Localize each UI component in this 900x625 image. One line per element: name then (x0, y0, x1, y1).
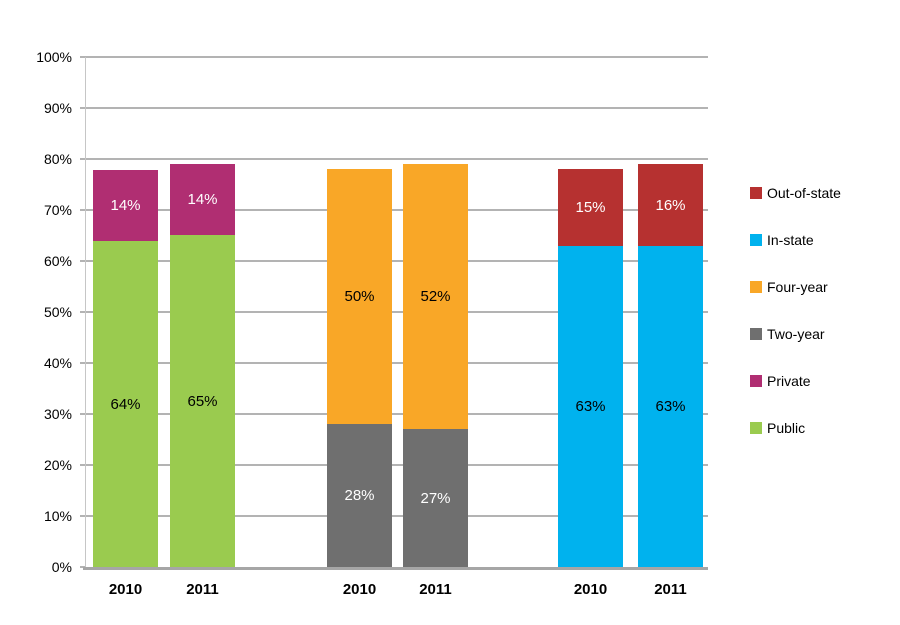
y-axis-tick-40 (80, 362, 85, 364)
segment-label: 28% (344, 487, 375, 504)
y-axis-label-40: 40% (43, 355, 72, 371)
y-axis-label-70: 70% (43, 202, 72, 218)
y-axis-tick-50 (80, 311, 85, 313)
y-axis-tick-0 (80, 566, 85, 568)
legend-item-public: Public (750, 420, 805, 436)
y-axis-label-80: 80% (43, 151, 72, 167)
bar-two-four-year-2011: 27% 52% (403, 164, 468, 567)
segment-label: 16% (655, 196, 686, 214)
gridline-70 (85, 209, 708, 211)
y-axis-tick-90 (80, 107, 85, 109)
y-axis-tick-80 (80, 158, 85, 160)
legend-swatch-icon (750, 375, 762, 387)
segment-label: 50% (344, 288, 375, 305)
y-axis-label-30: 30% (43, 406, 72, 422)
legend-swatch-icon (750, 422, 762, 434)
legend-label: Out-of-state (767, 185, 841, 201)
legend-label: Two-year (767, 326, 825, 342)
y-axis-label-60: 60% (43, 253, 72, 269)
bar-segment-out-of-state: 15% (558, 169, 623, 246)
bar-segment-two-year: 28% (327, 424, 392, 567)
gridline-100 (85, 56, 708, 58)
y-axis-label-0: 0% (51, 559, 72, 575)
gridline-90 (85, 107, 708, 109)
bar-in-out-state-2010: 63% 15% (558, 169, 623, 567)
legend-label: Private (767, 373, 811, 389)
segment-label: 64% (110, 395, 141, 413)
gridline-80 (85, 158, 708, 160)
legend-item-in-state: In-state (750, 232, 814, 248)
y-axis-label-20: 20% (43, 457, 72, 473)
legend-item-four-year: Four-year (750, 279, 828, 295)
gridline-30 (85, 413, 708, 415)
bar-segment-out-of-state: 16% (638, 164, 703, 246)
bar-segment-in-state: 63% (638, 246, 703, 567)
bar-segment-private: 14% (170, 164, 235, 235)
x-axis-label-1: 2011 (186, 581, 219, 598)
gridline-50 (85, 311, 708, 313)
legend-swatch-icon (750, 281, 762, 293)
segment-label: 27% (420, 489, 451, 507)
legend-item-out-of-state: Out-of-state (750, 185, 841, 201)
y-axis-tick-20 (80, 464, 85, 466)
legend-swatch-icon (750, 187, 762, 199)
y-axis-tick-70 (80, 209, 85, 211)
segment-label: 63% (575, 398, 606, 415)
y-axis-tick-30 (80, 413, 85, 415)
x-axis-label-0: 2010 (108, 581, 143, 598)
bar-segment-two-year: 27% (403, 429, 468, 567)
plot-left-border (85, 57, 86, 567)
gridline-40 (85, 362, 708, 364)
segment-label: 14% (110, 197, 141, 214)
y-axis-tick-10 (80, 515, 85, 517)
bar-segment-private: 14% (93, 170, 158, 241)
y-axis-label-90: 90% (43, 100, 72, 116)
bar-segment-four-year: 52% (403, 164, 468, 429)
x-axis-line (83, 567, 708, 570)
x-axis-label-4: 2010 (573, 581, 608, 598)
bar-segment-in-state: 63% (558, 246, 623, 567)
x-axis-label-3: 2011 (419, 581, 452, 598)
segment-label: 15% (575, 199, 606, 216)
gridline-20 (85, 464, 708, 466)
y-axis-tick-100 (80, 56, 85, 58)
bar-segment-four-year: 50% (327, 169, 392, 424)
gridline-10 (85, 515, 708, 517)
y-axis-tick-60 (80, 260, 85, 262)
bar-segment-public: 65% (170, 235, 235, 567)
segment-label: 52% (420, 288, 451, 305)
legend-label: Four-year (767, 279, 828, 295)
legend-item-private: Private (750, 373, 811, 389)
legend-label: In-state (767, 232, 814, 248)
y-axis-label-50: 50% (43, 304, 72, 320)
y-axis-label-10: 10% (43, 508, 72, 524)
bar-public-private-2011: 65% 14% (170, 164, 235, 567)
gridline-60 (85, 260, 708, 262)
bar-public-private-2010: 64% 14% (93, 169, 158, 567)
legend-swatch-icon (750, 328, 762, 340)
y-axis-label-100: 100% (36, 49, 72, 65)
bar-in-out-state-2011: 63% 16% (638, 164, 703, 567)
segment-label: 65% (187, 392, 218, 410)
x-axis-label-5: 2011 (654, 581, 687, 598)
legend-item-two-year: Two-year (750, 326, 825, 342)
bar-segment-public: 64% (93, 241, 158, 567)
legend-swatch-icon (750, 234, 762, 246)
x-axis-label-2: 2010 (342, 581, 377, 598)
bar-two-four-year-2010: 28% 50% (327, 169, 392, 567)
segment-label: 14% (187, 191, 218, 208)
segment-label: 63% (655, 398, 686, 415)
legend-label: Public (767, 420, 806, 436)
